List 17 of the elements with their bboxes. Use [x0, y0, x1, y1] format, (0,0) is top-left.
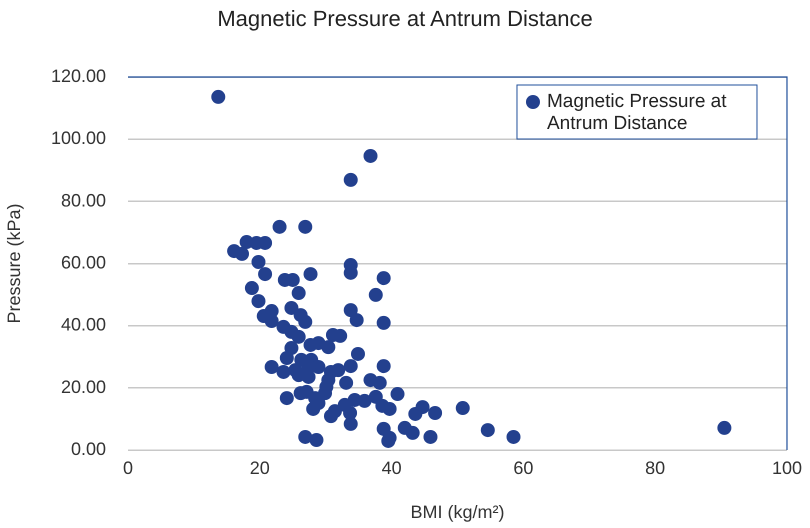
y-tick-label: 100.00 [50, 128, 106, 148]
x-tick-label: 100 [772, 458, 802, 478]
y-tick-label: 40.00 [60, 314, 106, 335]
y-tick-label: 120.00 [50, 66, 106, 86]
x-tick-label: 20 [250, 458, 270, 478]
y-tick-label: 0.00 [70, 438, 106, 459]
x-tick-label: 40 [382, 458, 402, 478]
y-tick-label: 20.00 [60, 376, 106, 397]
y-axis-title: Pressure (kPa) [4, 203, 24, 324]
x-tick-label: 0 [122, 458, 134, 478]
y-tick-label: 80.00 [60, 190, 106, 210]
x-tick-label: 60 [513, 458, 534, 478]
chart-title: Magnetic Pressure at Antrum Distance [217, 6, 593, 32]
legend-label: Magnetic Pressure at Antrum Distance [546, 91, 728, 134]
x-axis-title: BMI (kg/m²) [410, 502, 504, 522]
x-tick-label: 80 [645, 458, 666, 478]
y-tick-label: 60.00 [60, 252, 106, 272]
